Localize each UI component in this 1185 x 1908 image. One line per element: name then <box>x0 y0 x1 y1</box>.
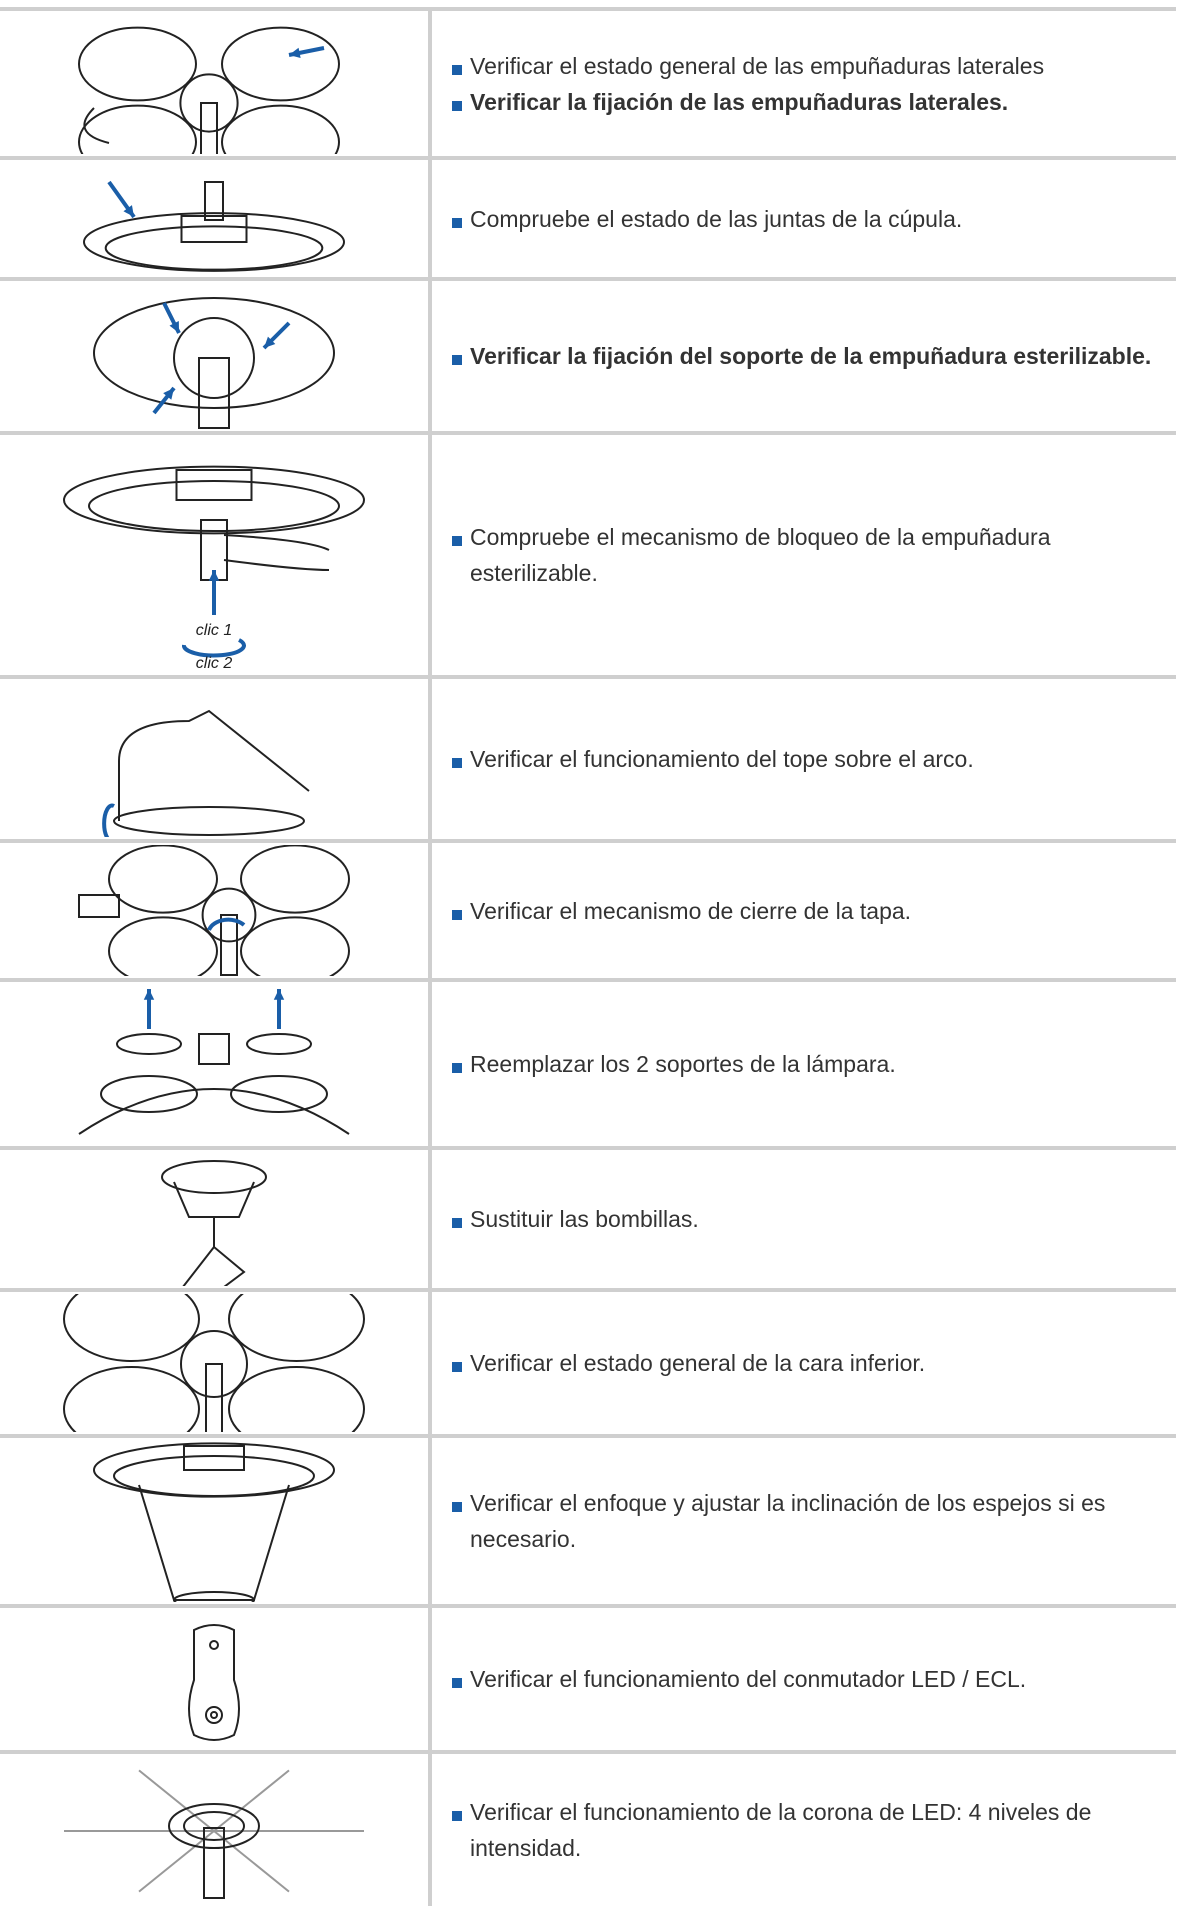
illustration <box>63 1294 365 1432</box>
bullet <box>452 1811 462 1821</box>
bullet <box>452 1063 462 1073</box>
illustration <box>83 180 345 272</box>
bullet <box>452 64 462 75</box>
check-item: Reemplazar los 2 soportes de la lámpara. <box>452 1046 1166 1082</box>
illustration-cell <box>0 1608 432 1750</box>
text-cell: Reemplazar los 2 soportes de la lámpara. <box>452 982 1166 1146</box>
bullet <box>452 217 462 228</box>
bullet <box>452 1362 462 1372</box>
item-text: Sustituir las bombillas. <box>470 1206 699 1232</box>
text-cell: Verificar el mecanismo de cierre de la t… <box>452 843 1166 978</box>
check-item: Verificar la fijación de las empuñaduras… <box>452 84 1166 120</box>
item-text: Verificar el funcionamiento del conmutad… <box>470 1666 1027 1692</box>
text-cell: Compruebe el mecanismo de bloqueo de la … <box>452 435 1166 675</box>
check-item: Verificar el enfoque y ajustar la inclin… <box>452 1485 1166 1557</box>
illustration <box>78 845 350 976</box>
table-row: Verificar el funcionamiento de la corona… <box>0 1750 1176 1906</box>
illustration <box>93 1442 335 1602</box>
item-text: Compruebe el estado de las juntas de la … <box>470 205 963 232</box>
table-row: Verificar el funcionamiento del tope sob… <box>0 675 1176 839</box>
item-text: Verificar la fijación del soporte de la … <box>470 343 1152 369</box>
table-row: Verificar el estado general de las empuñ… <box>0 7 1176 156</box>
illustration-cell <box>0 1150 432 1288</box>
check-item: Verificar el funcionamiento del tope sob… <box>452 741 1166 777</box>
illustration: clic 1 clic 2 <box>63 465 365 670</box>
image-label: clic 1 <box>196 622 232 639</box>
check-item: Compruebe el estado de las juntas de la … <box>452 201 1166 237</box>
check-item: Compruebe el mecanismo de bloqueo de la … <box>452 519 1166 591</box>
item-text: Compruebe el mecanismo de bloqueo de la … <box>470 524 1051 586</box>
illustration-cell <box>0 679 432 839</box>
check-item: Sustituir las bombillas. <box>452 1201 1166 1237</box>
illustration-cell: clic 1 clic 2 <box>0 435 432 675</box>
bullet <box>452 909 462 920</box>
illustration <box>188 1624 240 1741</box>
check-item: Verificar el estado general de las empuñ… <box>452 48 1166 84</box>
illustration <box>161 1160 267 1286</box>
item-text: Verificar la fijación de las empuñaduras… <box>470 88 1009 115</box>
illustration-cell <box>0 1292 432 1434</box>
table-row: Verificar el enfoque y ajustar la inclin… <box>0 1434 1176 1604</box>
table-row: Sustituir las bombillas. <box>0 1146 1176 1288</box>
illustration <box>64 1769 364 1899</box>
table-row: clic 1 clic 2 Compruebe el mecanismo de bl… <box>0 431 1176 675</box>
bullet <box>452 1218 462 1228</box>
check-item: Verificar el funcionamiento de la corona… <box>452 1794 1166 1866</box>
illustration-cell <box>0 160 432 277</box>
text-cell: Verificar el enfoque y ajustar la inclin… <box>452 1438 1166 1604</box>
check-item: Verificar el funcionamiento del conmutad… <box>452 1661 1166 1697</box>
bullet <box>452 758 462 768</box>
bullet <box>452 1502 462 1512</box>
text-cell: Verificar el funcionamiento del conmutad… <box>452 1608 1166 1750</box>
table-row: Compruebe el estado de las juntas de la … <box>0 156 1176 277</box>
illustration <box>78 989 350 1135</box>
text-cell: Compruebe el estado de las juntas de la … <box>452 160 1166 277</box>
bullet <box>452 536 462 546</box>
illustration-cell <box>0 843 432 978</box>
item-text: Verificar el estado general de la cara i… <box>470 1350 926 1376</box>
table-row: Verificar el funcionamiento del conmutad… <box>0 1604 1176 1750</box>
item-text: Verificar el enfoque y ajustar la inclin… <box>470 1490 1106 1552</box>
item-text: Verificar el funcionamiento del tope sob… <box>470 746 974 772</box>
text-cell: Verificar el estado general de las empuñ… <box>452 11 1166 156</box>
table-row: Verificar el mecanismo de cierre de la t… <box>0 839 1176 978</box>
text-cell: Verificar el funcionamiento de la corona… <box>452 1754 1166 1906</box>
item-text: Verificar el funcionamiento de la corona… <box>470 1799 1092 1861</box>
illustration-cell <box>0 281 432 431</box>
text-cell: Verificar el estado general de la cara i… <box>452 1292 1166 1434</box>
bullet <box>452 355 462 365</box>
check-item: Verificar el mecanismo de cierre de la t… <box>452 893 1166 929</box>
text-cell: Sustituir las bombillas. <box>452 1150 1166 1288</box>
illustration-cell <box>0 982 432 1146</box>
illustration <box>78 26 340 154</box>
item-text: Verificar el mecanismo de cierre de la t… <box>470 897 912 924</box>
text-cell: Verificar la fijación del soporte de la … <box>452 281 1166 431</box>
image-label: clic 2 <box>196 655 233 670</box>
illustration <box>93 297 335 429</box>
illustration-cell <box>0 1438 432 1604</box>
table-row: Reemplazar los 2 soportes de la lámpara. <box>0 978 1176 1146</box>
bullet <box>452 100 462 111</box>
illustration-cell <box>0 1754 432 1906</box>
item-text: Verificar el estado general de las empuñ… <box>470 52 1045 79</box>
table-row: Verificar el estado general de la cara i… <box>0 1288 1176 1434</box>
item-text: Reemplazar los 2 soportes de la lámpara. <box>470 1051 896 1077</box>
text-cell: Verificar el funcionamiento del tope sob… <box>452 679 1166 839</box>
table-row: Verificar la fijación del soporte de la … <box>0 277 1176 431</box>
check-item: Verificar la fijación del soporte de la … <box>452 338 1166 374</box>
bullet <box>452 1678 462 1688</box>
check-item: Verificar el estado general de la cara i… <box>452 1345 1166 1381</box>
illustration <box>102 709 310 837</box>
illustration-cell <box>0 11 432 156</box>
